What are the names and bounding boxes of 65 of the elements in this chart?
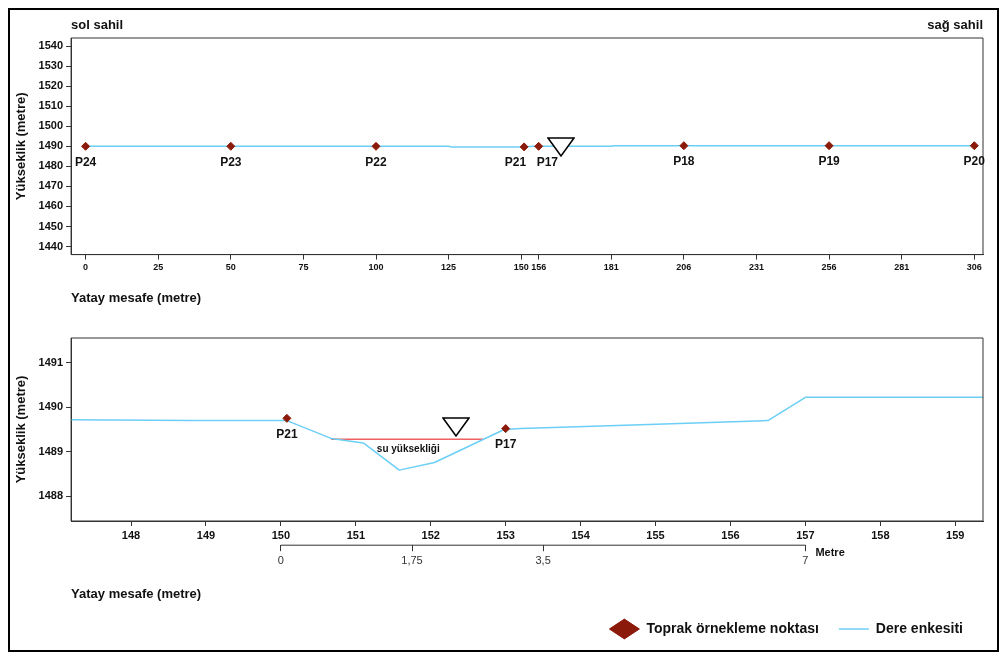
x2-axis-title: Metre: [815, 545, 845, 558]
x-tick-label: 206: [676, 262, 692, 273]
data-label: P21: [504, 155, 527, 170]
x-tick-label: 100: [368, 262, 384, 273]
data-label: P21: [276, 426, 298, 441]
y-tick-label: 1510: [38, 99, 64, 112]
x-tick-label: 148: [121, 528, 141, 541]
x-tick-label: 25: [153, 262, 164, 273]
x2-tick-label: 0: [277, 553, 284, 566]
text: sağ sahil: [927, 17, 983, 33]
x-tick-label: 153: [496, 528, 515, 541]
y-tick-label: 1490: [38, 139, 64, 152]
data-label: P18: [673, 154, 695, 169]
y-tick-label: 1450: [38, 219, 64, 232]
x-tick-label: 0: [83, 262, 89, 273]
x2-tick-label: 3,5: [535, 553, 551, 566]
x-tick-label: 306: [966, 262, 982, 273]
data-label: P24: [74, 154, 97, 169]
x-tick-label: 157: [796, 528, 815, 541]
x2-tick-label: 1,75: [401, 553, 423, 566]
x-tick-label: 75: [298, 262, 309, 273]
x-tick-label: 125: [441, 262, 457, 273]
y-tick-label: 1490: [38, 400, 64, 413]
annotation: su yüksekliği: [376, 443, 440, 455]
x-tick-label: 154: [571, 528, 591, 541]
data-label: P20: [963, 154, 986, 169]
x-tick-label: 50: [225, 262, 236, 273]
y-tick-label: 1520: [38, 79, 64, 92]
y-tick-label: 1489: [38, 444, 64, 457]
x2-tick-label: 7: [802, 553, 809, 566]
x-tick-label: 231: [748, 262, 764, 273]
y-tick-label: 1470: [38, 179, 64, 192]
y-tick-label: 1488: [38, 489, 64, 502]
data-label: P22: [365, 154, 388, 169]
x-tick-label: 152: [421, 528, 440, 541]
x-axis-title: Yatay mesafe (metre): [71, 585, 202, 601]
data-label: P17: [495, 436, 517, 451]
data-label: P19: [818, 154, 841, 169]
y-axis-title: Yükseklik (metre): [13, 92, 29, 201]
y-tick-label: 1540: [38, 39, 64, 52]
x-tick-label: 156: [531, 262, 547, 273]
x-tick-label: 159: [946, 528, 965, 541]
x-tick-label: 149: [196, 528, 216, 541]
x-tick-label: 256: [821, 262, 837, 273]
y-tick-label: 1480: [38, 159, 64, 172]
x-tick-label: 151: [346, 528, 365, 541]
x-tick-label: 150: [513, 262, 529, 273]
y-tick-label: 1491: [38, 355, 64, 368]
y-tick-label: 1500: [38, 119, 64, 132]
y-tick-label: 1530: [38, 59, 64, 72]
x-tick-label: 181: [603, 262, 619, 273]
x-tick-label: 150: [271, 528, 291, 541]
text: sol sahil: [71, 17, 124, 33]
x-tick-label: 158: [871, 528, 890, 541]
y-tick-label: 1460: [38, 199, 64, 212]
data-label: P23: [220, 154, 242, 169]
data-label: P17: [536, 154, 559, 169]
x-tick-label: 281: [894, 262, 910, 273]
legend-label: Dere enkesiti: [875, 619, 964, 636]
x-tick-label: 156: [721, 528, 740, 541]
y-tick-label: 1440: [38, 239, 64, 252]
x-axis-title: Yatay mesafe (metre): [71, 289, 202, 305]
y-axis-title: Yükseklik (metre): [13, 375, 29, 484]
legend-label: Toprak örnekleme noktası: [646, 619, 819, 636]
x-tick-label: 155: [646, 528, 665, 541]
